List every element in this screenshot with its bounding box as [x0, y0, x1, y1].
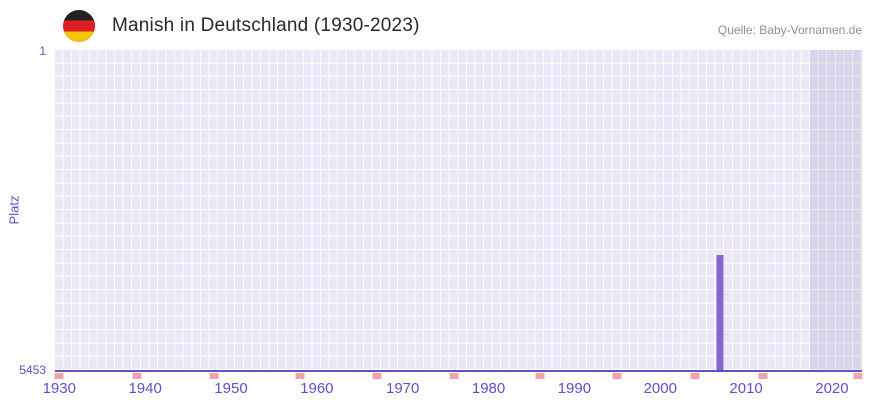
- x-tick-label: 1950: [214, 380, 248, 397]
- y-tick-bottom: 5453: [19, 363, 46, 377]
- baseline-mark: [132, 373, 142, 379]
- baseline-mark: [612, 373, 622, 379]
- baseline-mark: [449, 373, 459, 379]
- baseline-mark: [690, 373, 700, 379]
- baseline-mark: [758, 373, 768, 379]
- x-tick-label: 1960: [300, 380, 334, 397]
- y-axis-title: Platz: [6, 195, 22, 225]
- x-tick-label: 1970: [386, 380, 420, 397]
- baseline-mark: [853, 373, 863, 379]
- x-tick-label: 2000: [643, 380, 677, 397]
- x-tick-label: 2020: [815, 380, 849, 397]
- baseline-mark: [209, 373, 219, 379]
- x-tick-label: 1930: [42, 380, 76, 397]
- source-label: Quelle: Baby-Vornamen.de: [717, 23, 862, 37]
- baseline-mark: [535, 373, 545, 379]
- x-tick-label: 2010: [729, 380, 763, 397]
- chart-header: Manish in Deutschland (1930-2023): [63, 8, 420, 44]
- x-tick-label: 1940: [128, 380, 162, 397]
- recent-years-band: [810, 50, 862, 370]
- x-axis-labels: 1930 1940 1950 1960 1970 1980 1990 2000 2010 2020: [43, 380, 862, 400]
- baseline-mark: [372, 373, 382, 379]
- baseline-mark: [295, 373, 305, 379]
- x-tick-label: 1980: [471, 380, 506, 397]
- chart-title: Manish in Deutschland (1930-2023): [112, 15, 420, 36]
- x-tick-label: 1990: [557, 380, 592, 397]
- rank-bar: [716, 255, 724, 370]
- y-tick-top: 1: [39, 44, 46, 58]
- germany-flag-icon: [63, 10, 95, 42]
- baseline-mark: [54, 373, 64, 379]
- plot-area: [54, 50, 863, 379]
